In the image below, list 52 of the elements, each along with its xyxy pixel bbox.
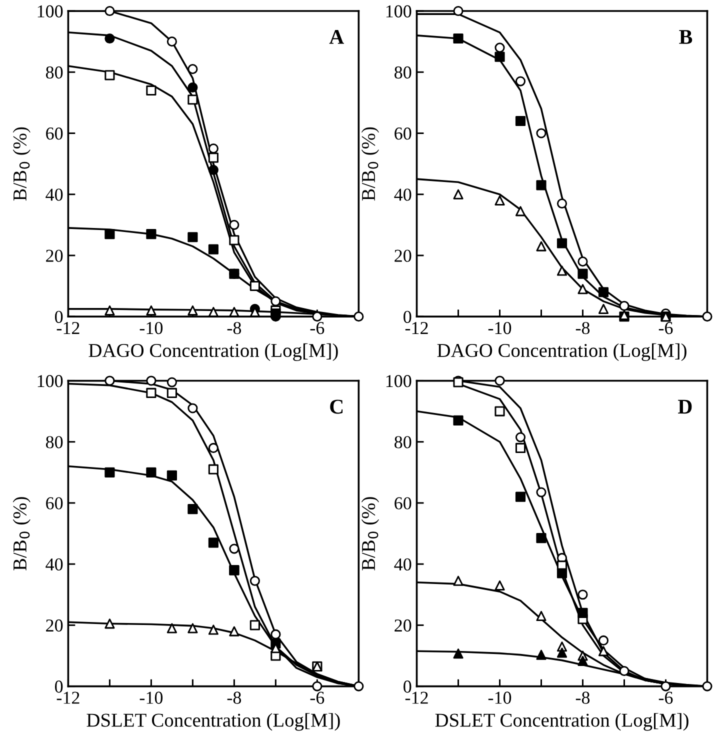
y-tick-label: 60 [46,497,63,510]
y-tick-label: 60 [394,497,412,510]
y-axis-title: B/B$_{0}$ (%) [361,497,380,570]
x-tick-label: -6 [310,322,324,334]
x-tick-label: -8 [227,322,242,334]
x-tick-label: -8 [576,692,590,704]
y-tick-label: 20 [46,250,63,262]
y-tick-label: 80 [394,436,412,448]
x-tick-label: -12 [56,692,80,704]
x-tick-label: -6 [658,692,673,704]
x-tick-label: -10 [140,692,163,704]
y-tick-label: 80 [394,66,412,79]
y-tick-label: 100 [38,374,63,388]
y-tick-label: 0 [55,680,63,693]
y-tick-label: 60 [394,127,412,140]
y-tick-label: 40 [394,558,412,571]
y-tick-label: 60 [46,127,63,140]
x-tick-label: -8 [576,322,590,334]
y-axis-title: B/B$_{0}$ (%) [361,127,380,201]
x-axis-title: DAGO Concentration (Log[M]) [437,343,686,362]
x-axis-title: DSLET Concentration (Log[M]) [435,713,688,731]
y-tick-label: 80 [46,66,63,79]
annotation: B [679,30,692,44]
y-tick-label: 100 [38,5,63,18]
x-tick-label: -12 [405,692,428,704]
y-tick-label: 100 [386,5,412,18]
y-tick-label: 40 [46,558,63,571]
y-tick-label: 100 [386,374,412,388]
x-tick-label: -10 [488,692,512,704]
annotation: C [330,400,343,414]
x-tick-label: -12 [56,322,80,334]
y-tick-label: 40 [46,188,63,201]
y-axis-title: B/B$_{0}$ (%) [12,127,30,201]
y-tick-label: 0 [55,310,63,324]
x-tick-label: -6 [658,322,673,334]
annotation: D [678,400,692,414]
x-tick-label: -10 [140,322,163,334]
y-tick-label: 20 [394,250,412,262]
x-tick-label: -6 [310,692,324,704]
y-tick-label: 0 [404,680,412,693]
y-tick-label: 80 [46,436,63,448]
y-tick-label: 20 [46,619,63,632]
x-axis-title: DAGO Concentration (Log[M]) [88,343,338,362]
x-tick-label: -8 [227,692,242,704]
annotation: A [329,30,344,44]
x-tick-label: -12 [405,322,428,334]
y-tick-label: 20 [394,619,412,632]
y-tick-label: 0 [404,310,412,324]
y-axis-title: B/B$_{0}$ (%) [12,497,30,570]
x-axis-title: DSLET Concentration (Log[M]) [86,713,340,731]
x-tick-label: -10 [488,322,512,334]
y-tick-label: 40 [394,188,412,201]
